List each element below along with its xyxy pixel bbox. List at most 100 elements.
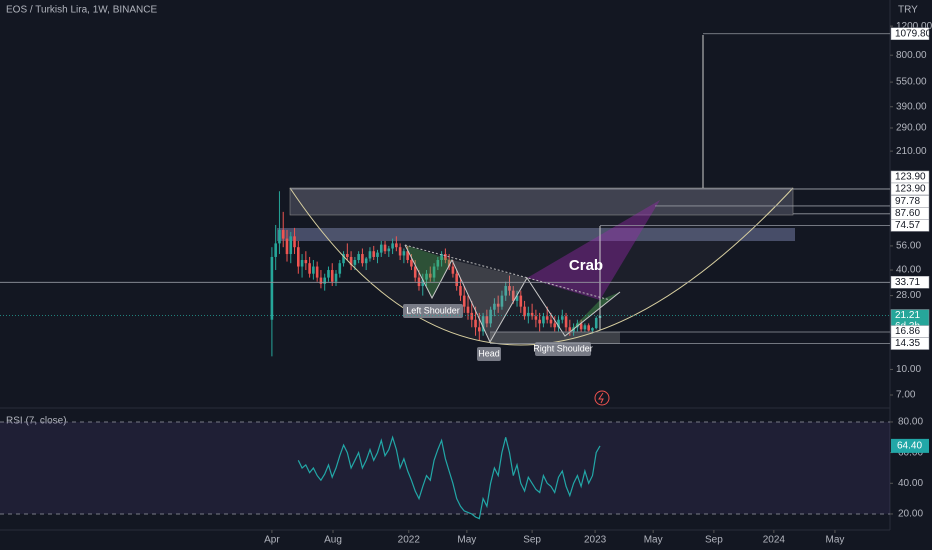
zone <box>490 332 620 344</box>
indicator-title: RSI (7, close) <box>6 416 67 427</box>
candle-body <box>330 270 334 282</box>
y-tick-label: 56.00 <box>896 241 921 252</box>
candle-body <box>319 277 323 284</box>
price-label: 97.78 <box>895 196 920 207</box>
candle-body <box>530 312 534 317</box>
candle-body <box>549 319 553 324</box>
price-label: 74.57 <box>895 220 920 231</box>
candle-body <box>361 254 364 264</box>
candle-body <box>564 316 568 328</box>
candle-body <box>402 251 406 256</box>
price-label: 87.60 <box>895 208 920 219</box>
price-label-box <box>890 337 930 350</box>
candle-body <box>519 295 523 307</box>
pattern-leg <box>452 260 527 342</box>
annotation: Right Shoulder <box>533 343 593 353</box>
pattern-leg <box>405 245 452 298</box>
price-label: 16.86 <box>895 326 920 337</box>
candle-body <box>387 248 391 252</box>
candle-body <box>440 254 443 261</box>
candle-body <box>485 316 489 324</box>
y-tick-label: 210.00 <box>896 146 927 157</box>
candle-body <box>323 277 326 284</box>
candle-body <box>560 316 564 320</box>
rsi-current-box <box>891 438 929 453</box>
candle-body <box>542 316 545 324</box>
candle-body <box>274 243 277 257</box>
candle-body <box>466 306 470 313</box>
candle-body <box>289 236 293 255</box>
candle-body <box>534 316 538 320</box>
candle-body <box>447 260 451 267</box>
candle-body <box>379 244 383 253</box>
candle-body <box>462 295 466 307</box>
candle-body <box>579 323 583 330</box>
candle-body <box>568 327 572 332</box>
annotation: Head <box>478 348 500 358</box>
candle-body <box>383 244 387 252</box>
y-tick-label: 80.00 <box>898 417 923 428</box>
y-tick-label: 1200.00 <box>896 21 932 32</box>
candle-body <box>421 279 425 287</box>
candle-body <box>398 247 402 256</box>
candle-body <box>308 263 311 274</box>
candle-body <box>349 256 353 265</box>
price-label-box <box>890 276 930 289</box>
candle-body <box>342 254 345 264</box>
candle-body <box>493 303 496 310</box>
rsi-current-label: 64.40 <box>897 441 922 452</box>
y-tick-label: 20.00 <box>898 509 923 520</box>
neckline <box>404 244 611 301</box>
candle-body <box>353 260 357 265</box>
rsi-band <box>0 421 890 514</box>
y-tick-label: 390.00 <box>896 101 927 112</box>
currency: TRY <box>898 5 918 16</box>
x-tick-label: May <box>457 535 476 546</box>
candle-body <box>391 243 394 249</box>
candle-body <box>357 254 360 261</box>
candle-body <box>594 317 598 329</box>
candle-body <box>538 319 541 324</box>
candle-body <box>444 254 447 261</box>
candle-body <box>583 325 587 330</box>
drawings-under <box>277 187 795 344</box>
price-label: 123.90 <box>895 172 926 183</box>
candle-body <box>293 236 296 248</box>
head-shoulders <box>404 244 621 344</box>
candle-body <box>545 316 549 320</box>
candle-body <box>368 251 372 259</box>
y-tick-label: 28.00 <box>896 290 921 301</box>
rsi-line <box>297 435 601 520</box>
y-tick-label: 290.00 <box>896 123 927 134</box>
x-tick-label: May <box>825 535 844 546</box>
candle-body <box>587 325 590 331</box>
candle-body <box>500 295 504 307</box>
candle-body <box>338 263 342 274</box>
event-icon <box>594 390 610 406</box>
x-tick-label: 2023 <box>584 535 607 546</box>
zone <box>289 187 794 216</box>
candle-body <box>281 229 285 239</box>
candle-body <box>297 247 300 267</box>
candle-body <box>470 312 474 320</box>
candle-body <box>270 256 274 320</box>
annotation: Crab <box>569 257 603 274</box>
y-tick-label: 40.00 <box>898 478 923 489</box>
candle-body <box>553 323 557 328</box>
candle-body <box>481 316 485 332</box>
candle-body <box>376 252 379 257</box>
candle-body <box>413 266 417 278</box>
x-tick-label: Sep <box>523 535 541 546</box>
x-tick-label: Sep <box>705 535 723 546</box>
candle-body <box>474 319 477 328</box>
x-tick-label: 2022 <box>398 535 421 546</box>
price-label: 1079.80 <box>895 28 932 39</box>
x-tick-label: Apr <box>264 535 280 546</box>
candle-body <box>523 306 526 317</box>
candle-body <box>410 260 413 267</box>
candle-body <box>406 251 409 261</box>
candle-body <box>304 260 308 264</box>
candle-body <box>508 286 511 291</box>
